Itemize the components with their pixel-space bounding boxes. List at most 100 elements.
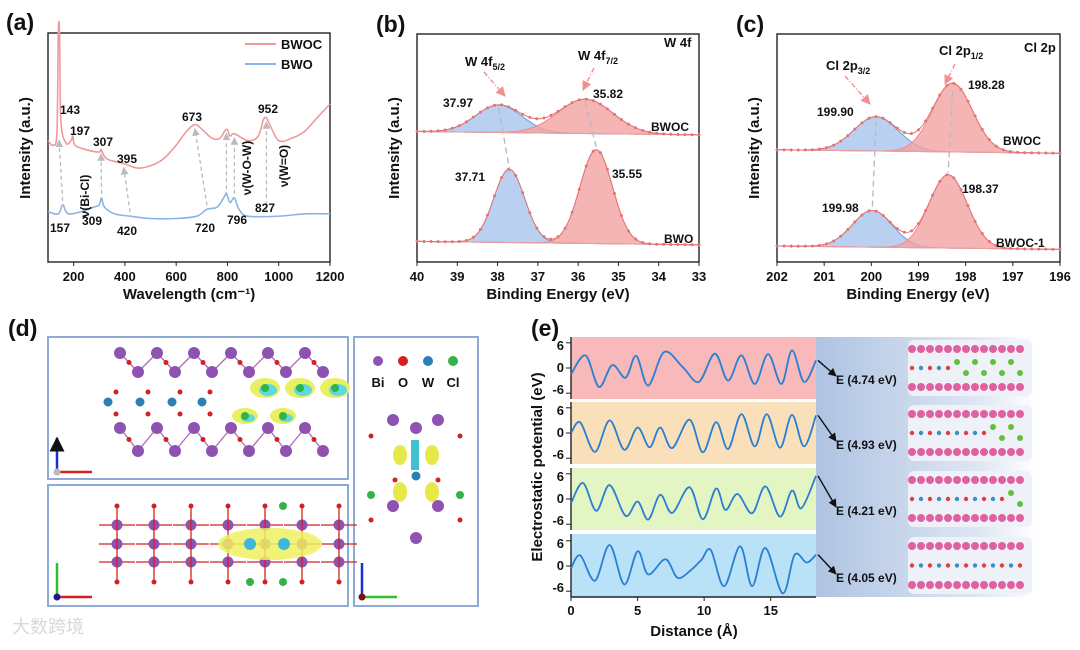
bi-atom bbox=[953, 581, 961, 589]
x-tick-label-b: 40 bbox=[410, 269, 424, 284]
bi-atom bbox=[926, 514, 934, 522]
data-point bbox=[486, 213, 489, 217]
data-point bbox=[931, 193, 935, 197]
data-point bbox=[641, 241, 645, 245]
bi-atom bbox=[206, 366, 218, 378]
charge-density-structures: Bi O W Cl 大数跨境 bbox=[12, 336, 479, 637]
bi-atom bbox=[944, 514, 952, 522]
data-point bbox=[959, 188, 963, 192]
o-atom bbox=[274, 360, 280, 365]
bi-atom bbox=[1007, 514, 1015, 522]
y-tick-label-e: 0 bbox=[557, 558, 564, 573]
wo-atom bbox=[927, 563, 933, 568]
bi-atom bbox=[1016, 514, 1024, 522]
cl-atom bbox=[279, 578, 287, 586]
background-line bbox=[417, 131, 699, 136]
data-point bbox=[669, 242, 673, 246]
data-point bbox=[1030, 151, 1034, 155]
data-point bbox=[825, 242, 829, 246]
data-point bbox=[563, 105, 567, 109]
wo-atom bbox=[909, 496, 915, 502]
x-tick-label-c: 197 bbox=[1002, 269, 1024, 284]
o-atom bbox=[145, 411, 151, 417]
peak-label-673: 673 bbox=[182, 110, 202, 124]
data-point bbox=[980, 127, 984, 131]
arrow-cl2p12 bbox=[944, 63, 956, 85]
wo-atom bbox=[945, 563, 951, 568]
bi-atom bbox=[1007, 448, 1015, 456]
data-point bbox=[874, 209, 878, 213]
data-point bbox=[775, 244, 779, 248]
work-function-arrow bbox=[817, 359, 837, 377]
wo-atom bbox=[909, 430, 915, 436]
bi-atom bbox=[243, 366, 255, 378]
bi-atom bbox=[387, 500, 399, 512]
data-point bbox=[1016, 150, 1020, 154]
bi-atom bbox=[971, 542, 979, 550]
data-point bbox=[1001, 246, 1005, 250]
bi-atom bbox=[935, 514, 943, 522]
bi-atom bbox=[944, 448, 952, 456]
wo-atom bbox=[963, 496, 969, 502]
bi-atom bbox=[980, 345, 988, 353]
slab-model-thumbnail bbox=[908, 471, 1032, 527]
work-function-label: E (4.74 eV) bbox=[836, 373, 897, 387]
data-point bbox=[1058, 247, 1062, 251]
data-point bbox=[909, 229, 913, 233]
work-function-label: E (4.93 eV) bbox=[836, 438, 897, 452]
data-point bbox=[966, 204, 970, 208]
data-point bbox=[938, 179, 942, 183]
data-point bbox=[570, 210, 574, 214]
data-point bbox=[945, 84, 949, 88]
bi-atom bbox=[962, 345, 970, 353]
cl-atom bbox=[279, 502, 287, 510]
data-point bbox=[514, 173, 518, 177]
data-point bbox=[902, 230, 906, 234]
data-point bbox=[429, 129, 433, 133]
data-point bbox=[598, 151, 602, 155]
background-line bbox=[777, 149, 1060, 154]
cl-atom bbox=[456, 491, 464, 499]
data-point bbox=[832, 143, 836, 147]
peak-label-cl2p32: Cl 2p3/2 bbox=[826, 58, 870, 76]
wo-atom bbox=[954, 563, 960, 568]
peak-label-cl2p12: Cl 2p1/2 bbox=[939, 43, 983, 61]
cl-atom bbox=[1017, 501, 1023, 507]
peak-label-827: 827 bbox=[255, 201, 275, 215]
o-atom bbox=[163, 437, 169, 442]
bi-atom bbox=[243, 445, 255, 457]
peak-shift-arrow bbox=[120, 166, 131, 213]
o-atom bbox=[274, 437, 280, 442]
bi-atom bbox=[926, 448, 934, 456]
data-point bbox=[478, 110, 482, 114]
data-point bbox=[895, 126, 899, 130]
data-point bbox=[1058, 151, 1062, 155]
bi-atom bbox=[280, 366, 292, 378]
wo-atom bbox=[999, 496, 1005, 502]
data-point bbox=[528, 115, 532, 119]
data-point bbox=[655, 242, 659, 246]
data-point bbox=[966, 99, 970, 103]
data-point bbox=[952, 81, 956, 85]
bi-atom bbox=[989, 448, 997, 456]
data-point bbox=[500, 103, 504, 107]
plot-frame-a bbox=[47, 32, 331, 263]
cl-atom bbox=[1017, 370, 1023, 376]
data-point bbox=[556, 235, 560, 239]
y-axis-label-a: Intensity (a.u.) bbox=[17, 97, 34, 199]
bi-atom bbox=[980, 581, 988, 589]
x-tick-label-e: 0 bbox=[567, 603, 574, 618]
panel-label-c: (c) bbox=[736, 11, 764, 37]
peak-label-w4f72: W 4f7/2 bbox=[578, 48, 618, 66]
x-tick-label-a: 600 bbox=[165, 269, 187, 284]
data-point bbox=[825, 146, 829, 150]
data-point bbox=[676, 133, 680, 137]
mode-label-w-o-w: ν(W-O-W) bbox=[240, 141, 254, 195]
axis-triad-2 bbox=[53, 563, 92, 601]
wo-atom bbox=[990, 563, 996, 568]
x-tick-label-b: 34 bbox=[651, 269, 666, 284]
series-line-bwoc bbox=[47, 20, 331, 169]
wo-atom bbox=[936, 496, 942, 502]
data-point bbox=[895, 227, 899, 231]
region-label-cl2p: Cl 2p bbox=[1024, 40, 1056, 55]
